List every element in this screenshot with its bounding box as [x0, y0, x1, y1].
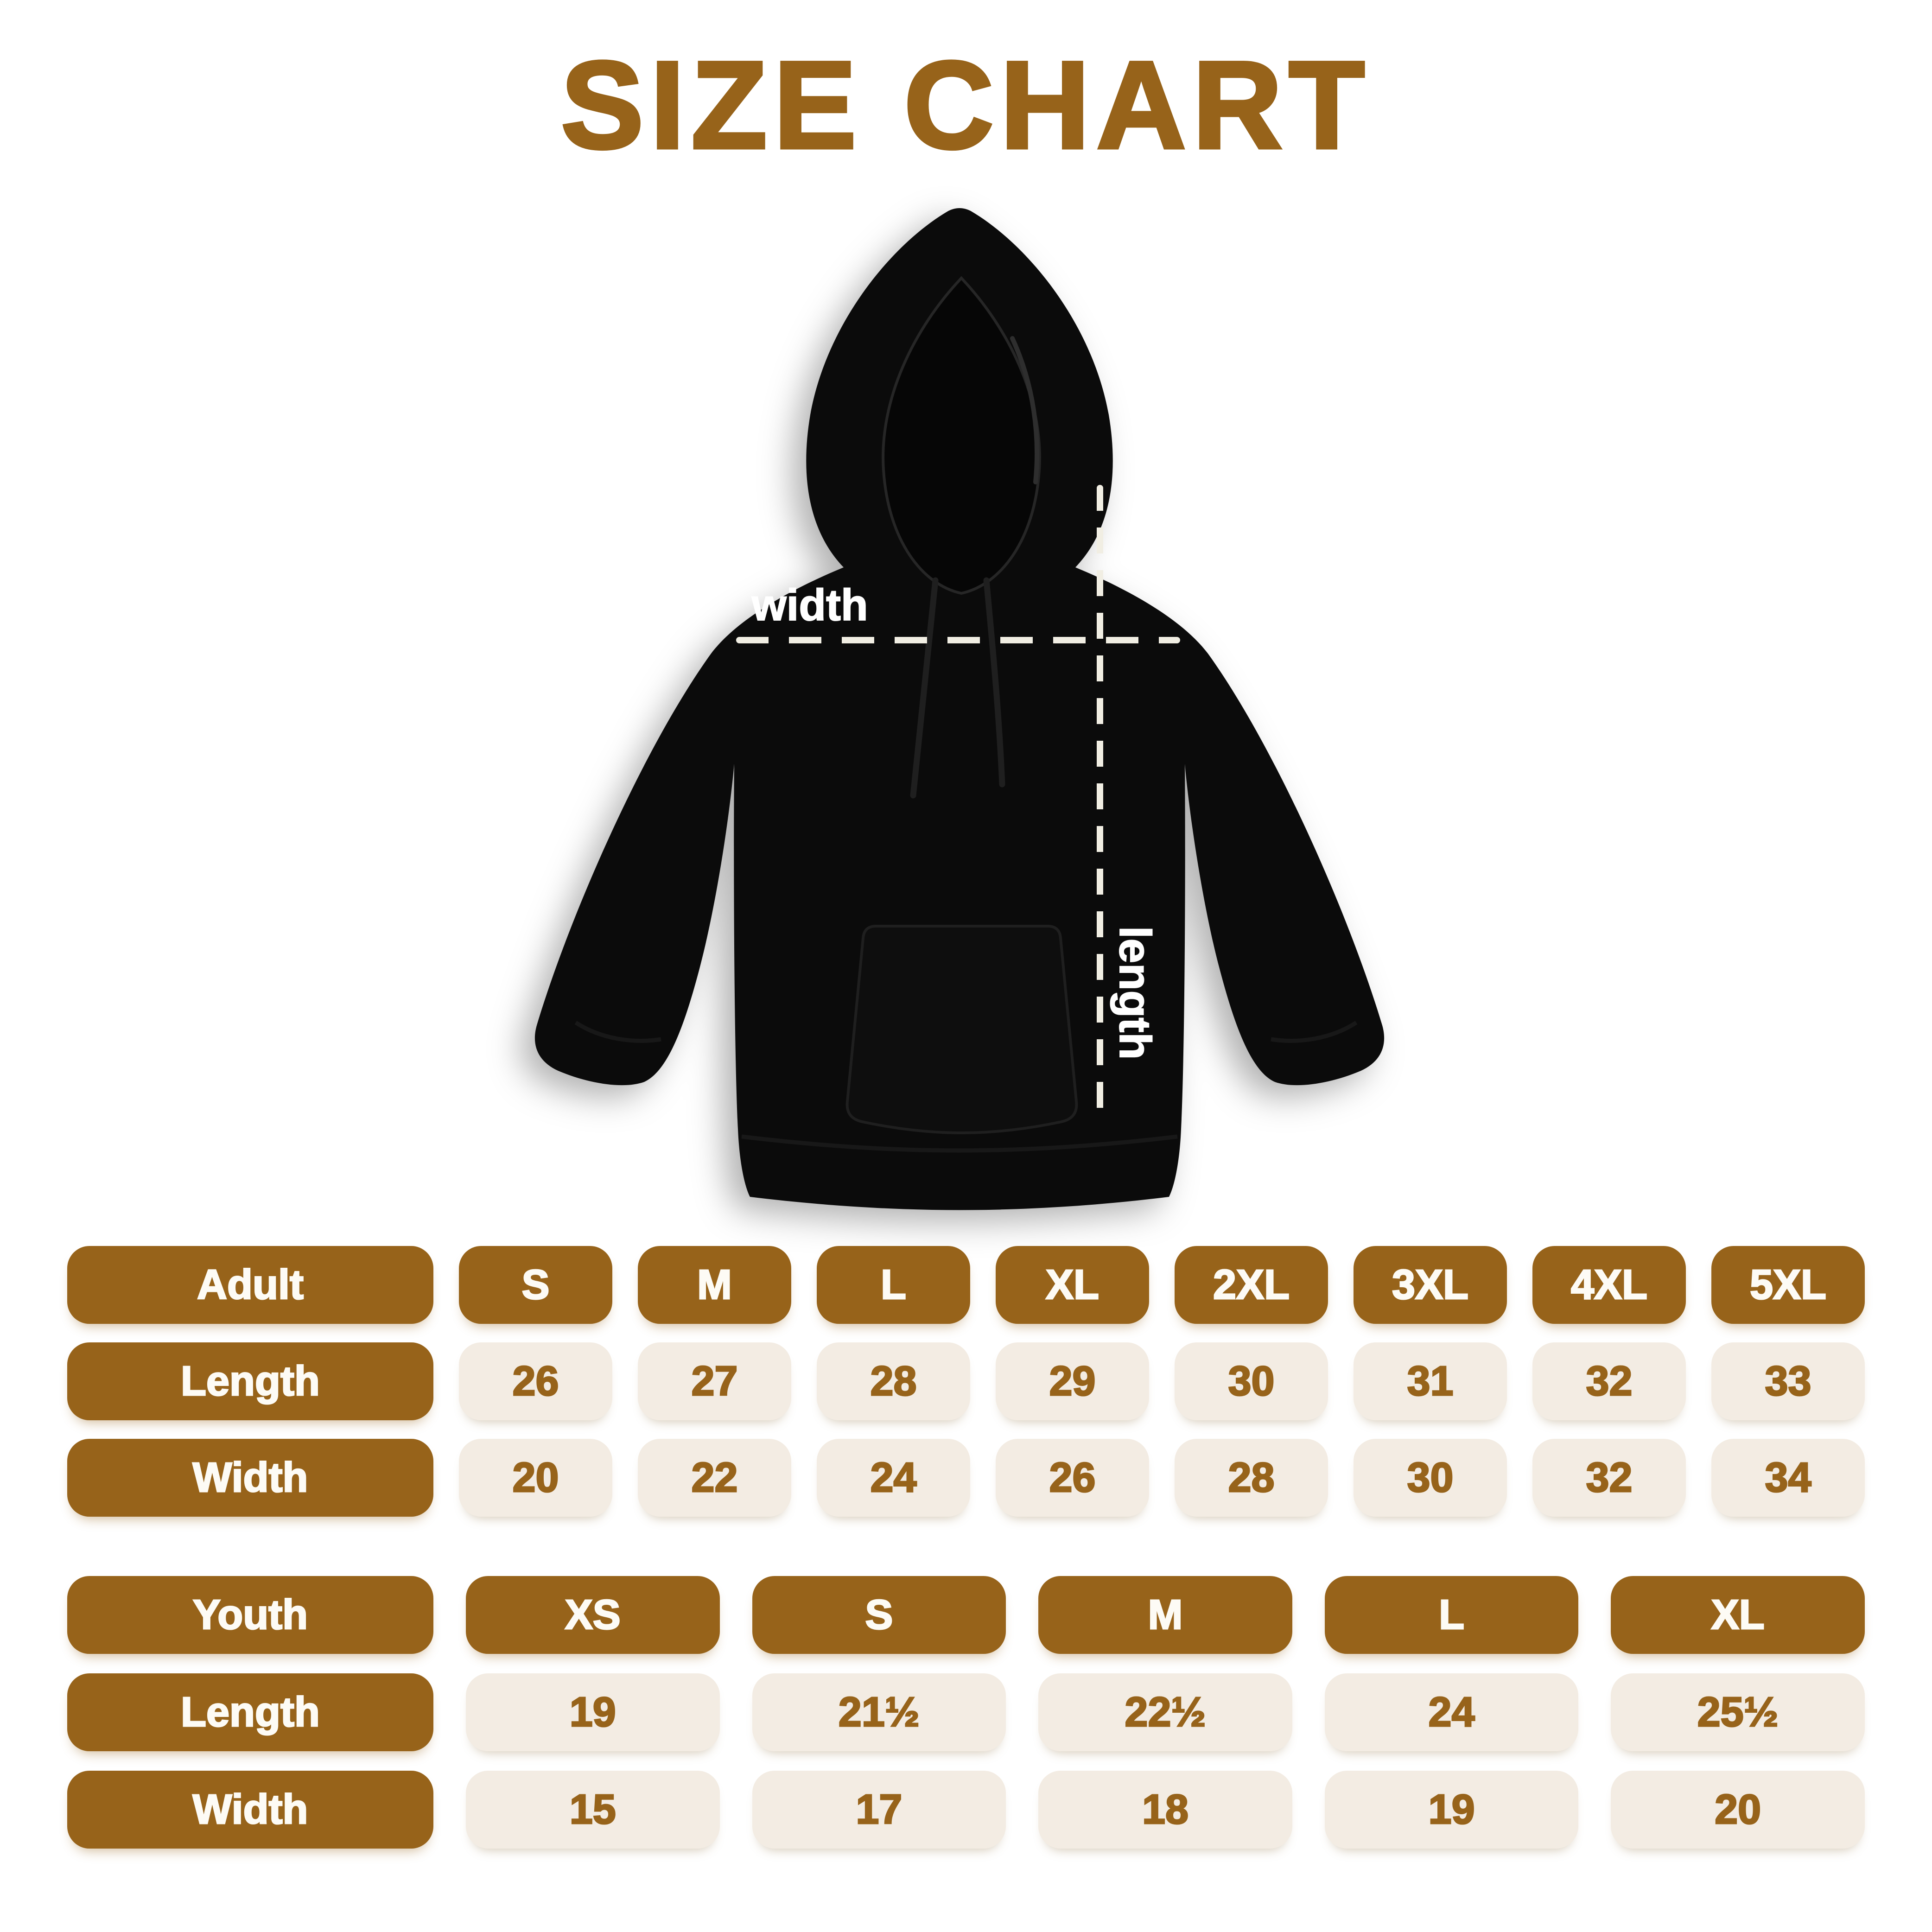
- youth-size-xl: XL: [1611, 1576, 1865, 1654]
- adult-length-3xl: 31: [1354, 1342, 1507, 1420]
- youth-size-xs: XS: [466, 1576, 720, 1654]
- adult-width-5xl: 34: [1711, 1439, 1865, 1517]
- adult-length-4xl: 32: [1532, 1342, 1686, 1420]
- youth-width-s: 17: [752, 1771, 1006, 1849]
- youth-length-s: 21½: [752, 1673, 1006, 1751]
- adult-length-xl: 29: [996, 1342, 1149, 1420]
- adult-width-l: 24: [817, 1439, 970, 1517]
- adult-size-s: S: [459, 1246, 612, 1324]
- adult-length-m: 27: [638, 1342, 791, 1420]
- youth-width-row-label: Width: [67, 1771, 433, 1849]
- adult-width-xl: 26: [996, 1439, 1149, 1517]
- hoodie-figure: width length: [479, 185, 1453, 1219]
- adult-width-m: 22: [638, 1439, 791, 1517]
- adult-length-5xl: 33: [1711, 1342, 1865, 1420]
- adult-size-l: L: [817, 1246, 970, 1324]
- width-measure-line: [736, 637, 1180, 643]
- youth-width-l: 19: [1324, 1771, 1579, 1849]
- length-measure-line: [1097, 485, 1103, 1124]
- adult-size-4xl: 4XL: [1532, 1246, 1686, 1324]
- adult-length-2xl: 30: [1175, 1342, 1328, 1420]
- adult-table-label: Adult: [67, 1246, 433, 1324]
- youth-size-l: L: [1324, 1576, 1579, 1654]
- width-label: width: [751, 580, 869, 630]
- adult-size-m: M: [638, 1246, 791, 1324]
- adult-length-l: 28: [817, 1342, 970, 1420]
- adult-width-2xl: 28: [1175, 1439, 1328, 1517]
- youth-size-m: M: [1038, 1576, 1292, 1654]
- youth-length-xs: 19: [466, 1673, 720, 1751]
- hoodie-illustration: [534, 208, 1385, 1210]
- youth-size-table: Youth XS S M L XL Length 19 21½ 22½ 24 2…: [67, 1576, 1865, 1849]
- adult-size-5xl: 5XL: [1711, 1246, 1865, 1324]
- adult-size-3xl: 3XL: [1354, 1246, 1507, 1324]
- adult-size-table: Adult S M L XL 2XL 3XL 4XL 5XL Length 26…: [67, 1246, 1865, 1517]
- length-label: length: [1110, 926, 1160, 1060]
- youth-width-xl: 20: [1611, 1771, 1865, 1849]
- youth-width-xs: 15: [466, 1771, 720, 1849]
- youth-length-m: 22½: [1038, 1673, 1292, 1751]
- adult-width-s: 20: [459, 1439, 612, 1517]
- adult-length-row-label: Length: [67, 1342, 433, 1420]
- page-title: SIZE CHART: [559, 35, 1371, 174]
- youth-table-label: Youth: [67, 1576, 433, 1654]
- adult-size-xl: XL: [996, 1246, 1149, 1324]
- youth-size-s: S: [752, 1576, 1006, 1654]
- youth-length-row-label: Length: [67, 1673, 433, 1751]
- youth-length-l: 24: [1324, 1673, 1579, 1751]
- youth-width-m: 18: [1038, 1771, 1292, 1849]
- adult-width-4xl: 32: [1532, 1439, 1686, 1517]
- youth-length-xl: 25½: [1611, 1673, 1865, 1751]
- adult-length-s: 26: [459, 1342, 612, 1420]
- adult-size-2xl: 2XL: [1175, 1246, 1328, 1324]
- adult-width-3xl: 30: [1354, 1439, 1507, 1517]
- adult-width-row-label: Width: [67, 1439, 433, 1517]
